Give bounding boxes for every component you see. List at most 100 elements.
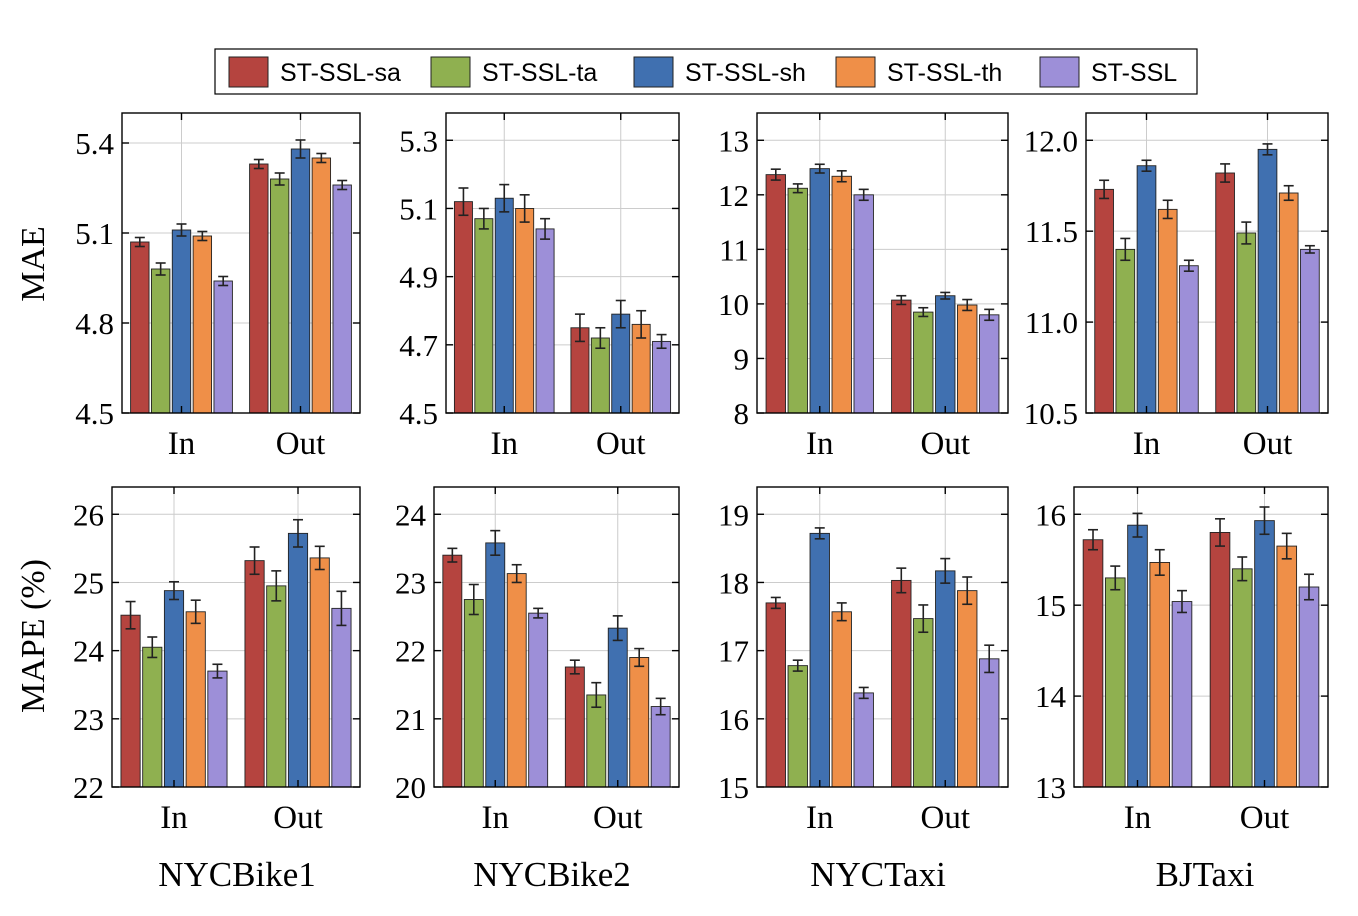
panel-top-nycbike2-frame <box>445 112 680 414</box>
y-tick-label: 22 <box>395 634 426 669</box>
y-tick-label: 5.1 <box>399 191 438 226</box>
bar-st-ssl-sa-in <box>130 241 150 414</box>
bar-st-ssl-sh-in <box>1127 524 1148 788</box>
y-tick-label: 21 <box>395 702 426 737</box>
bar-st-ssl-ta-in <box>150 268 171 414</box>
bar-st-ssl-sa-out <box>244 560 265 788</box>
bar-st-ssl-sh-out <box>935 570 956 788</box>
x-tick-label-out: Out <box>1243 426 1293 462</box>
y-tick-label: 24 <box>73 634 105 669</box>
bar-st-ssl-sa-out <box>891 579 912 788</box>
bar-st-ssl-th-in <box>515 208 535 414</box>
y-tick-label: 15 <box>718 770 749 805</box>
legend-frame <box>214 48 1198 95</box>
y-tick-label: 5.3 <box>399 123 438 158</box>
bar-st-ssl-ta-out <box>1236 232 1257 414</box>
panel-top-nycbike2: 4.5 4.7 4.9 5.1 5.3 In Out <box>399 112 680 462</box>
legend-label-st-ssl-th: ST-SSL-th <box>887 59 1002 87</box>
bar-st-ssl-ta-out <box>269 178 290 414</box>
x-tick-label-out: Out <box>276 426 326 462</box>
bar-st-ssl-sh-in <box>171 229 192 414</box>
y-tick-label: 11.0 <box>1025 305 1078 340</box>
bar-st-ssl-sa-in <box>1094 188 1114 414</box>
legend-label-st-ssl-ta: ST-SSL-ta <box>482 59 597 87</box>
bar-st-ssl-ta-in <box>142 646 163 788</box>
bar-st-ssl-out <box>979 658 1000 788</box>
bar-st-ssl-th-out <box>1276 545 1298 788</box>
panel-bottom-bjtaxi-frame <box>1073 486 1329 788</box>
x-tick-label-out: Out <box>1240 800 1290 836</box>
bar-st-ssl-out <box>1300 248 1320 414</box>
legend-label-st-ssl-sa: ST-SSL-sa <box>280 59 401 87</box>
y-tick-label: 9 <box>734 341 750 376</box>
bar-st-ssl-sa-out <box>891 299 912 414</box>
panel-top-nycbike1-frame <box>121 112 361 414</box>
bar-st-ssl-sh-out <box>290 148 311 414</box>
y-tick-label: 12 <box>718 178 749 213</box>
row-label-mape: MAPE (%) <box>15 559 52 713</box>
bar-st-ssl-in <box>853 692 874 788</box>
bar-st-ssl-th-out <box>629 657 650 788</box>
bar-st-ssl-th-in <box>185 611 206 788</box>
panel-top-nycbike1: 4.5 4.8 5.1 5.4 In Out <box>75 112 361 462</box>
bar-st-ssl-sh-in <box>494 197 514 414</box>
bar-st-ssl-out <box>331 607 352 788</box>
y-tick-label: 8 <box>734 396 750 431</box>
bar-st-ssl-sa-in <box>765 174 786 414</box>
bar-st-ssl-th-in <box>831 175 852 414</box>
row-label-mae: MAE <box>15 226 52 302</box>
y-tick-label: 4.5 <box>75 396 114 431</box>
x-tick-label-in: In <box>1124 800 1152 836</box>
y-tick-label: 5.4 <box>75 126 114 161</box>
x-tick-label-in: In <box>482 800 510 836</box>
y-tick-label: 20 <box>395 770 426 805</box>
bar-st-ssl-out <box>652 340 672 414</box>
bar-st-ssl-in <box>1179 265 1199 414</box>
bar-st-ssl-sa-in <box>453 201 473 414</box>
bar-st-ssl-out <box>979 314 1000 414</box>
bar-st-ssl-in <box>535 228 555 414</box>
bar-st-ssl-ta-out <box>913 618 934 788</box>
legend-swatch-st-ssl <box>1039 56 1080 88</box>
bar-st-ssl-th-in <box>192 235 213 414</box>
bar-st-ssl-ta-in <box>787 187 808 414</box>
x-tick-label-in: In <box>806 800 834 836</box>
bar-st-ssl-ta-out <box>586 694 607 788</box>
chart-panels: 4.5 4.8 5.1 5.4 In Out 4.5 4.7 4.9 5.1 5.3 In Out 8 9 1… <box>73 112 1329 836</box>
x-tick-label-out: Out <box>596 426 646 462</box>
bar-st-ssl-sh-out <box>607 627 628 788</box>
panel-top-bjtaxi-frame <box>1085 112 1329 414</box>
y-tick-label: 4.7 <box>399 328 438 363</box>
x-tick-label-in: In <box>806 426 834 462</box>
bar-st-ssl-out <box>1298 586 1320 788</box>
y-tick-label: 11.5 <box>1025 214 1078 249</box>
bar-st-ssl-in <box>1171 601 1193 788</box>
bar-st-ssl-sh-out <box>1257 148 1278 414</box>
dataset-label-nyctaxi: NYCTaxi <box>810 855 946 894</box>
bar-st-ssl-ta-in <box>463 599 484 788</box>
y-tick-label: 24 <box>395 497 427 532</box>
y-tick-label: 5.1 <box>75 216 114 251</box>
bar-st-ssl-sa-out <box>1209 532 1231 788</box>
panel-bottom-bjtaxi: 13 14 15 16 In Out <box>1035 486 1329 836</box>
bar-st-ssl-ta-in <box>1104 577 1126 788</box>
dataset-label-bjtaxi: BJTaxi <box>1156 855 1255 894</box>
x-tick-label-out: Out <box>921 426 971 462</box>
bar-st-ssl-sh-out <box>1254 520 1275 788</box>
y-tick-label: 4.9 <box>399 260 438 295</box>
bar-st-ssl-ta-out <box>266 585 287 788</box>
y-tick-label: 13 <box>718 123 749 158</box>
bar-st-ssl-th-in <box>506 573 527 788</box>
legend-swatch-st-ssl-sa <box>228 56 269 88</box>
x-tick-label-out: Out <box>273 800 323 836</box>
bar-st-ssl-out <box>332 184 352 414</box>
y-tick-label: 14 <box>1035 679 1067 714</box>
bar-st-ssl-sh-in <box>809 168 830 414</box>
x-tick-label-in: In <box>168 426 196 462</box>
bar-st-ssl-th-out <box>309 557 330 788</box>
bar-st-ssl-in <box>207 670 228 788</box>
y-tick-label: 22 <box>73 770 104 805</box>
bar-st-ssl-out <box>650 706 671 788</box>
x-tick-label-out: Out <box>921 800 971 836</box>
legend-label-st-ssl-sh: ST-SSL-sh <box>685 59 806 87</box>
